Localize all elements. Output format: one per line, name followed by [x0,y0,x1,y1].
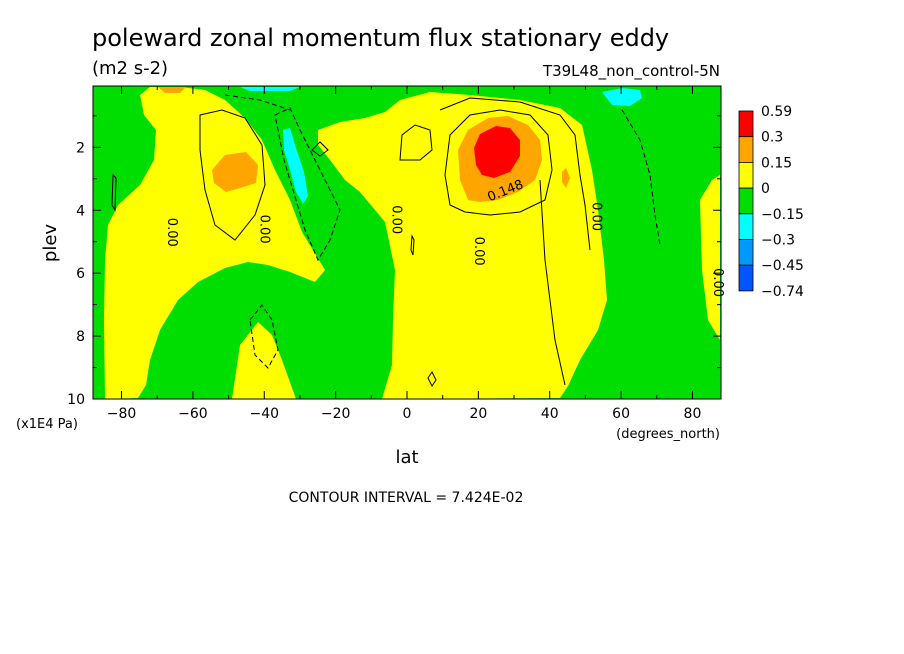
x-tick-label: 20 [469,406,487,422]
legend-swatch [738,239,754,266]
contour-line-negative [274,107,341,262]
x-tick-label: −60 [178,406,208,422]
positive-island-low [232,322,296,399]
orange-speck-nh [562,168,570,188]
run-label: T39L48_non_control-5N [542,62,720,81]
y-tick-label: 4 [76,203,85,219]
chart-units: (m2 s-2) [92,58,168,79]
contour-line [427,371,437,387]
color-legend: 0.59 0.3 0.15 0 −0.15 −0.3 −0.45 −0.74 [738,104,804,300]
contour-line-negative [224,94,291,111]
contour-label: 0.00 [389,205,404,234]
x-tick-label: −40 [249,406,279,422]
x-tick-label: 60 [612,406,630,422]
x-axis: −80 −60 −40 −20 0 20 40 60 80 [107,86,702,422]
legend-label: 0 [761,181,770,197]
legend-label: −0.3 [761,233,795,249]
contour-label: 0.00 [257,215,272,244]
contour-line [311,141,329,157]
orange-region-sh [212,152,258,192]
legend-label: −0.45 [761,258,804,274]
legend-swatch [738,136,754,163]
y-tick-label: 8 [76,329,85,345]
contour-line [111,173,117,212]
legend-swatch [738,264,754,292]
negative-region-sh [283,128,308,204]
y-axis: 2 4 6 8 10 [67,115,721,408]
negative-strip-top [240,87,300,91]
contour-lines [111,97,591,387]
positive-region-nh-edge [700,175,720,340]
contour-line [444,109,553,216]
y-tick-label: 2 [76,140,85,156]
y-axis-label: plev [40,224,61,263]
x-tick-label: −80 [107,406,137,422]
contour-label: 0.00 [164,218,179,247]
legend-swatch [738,187,754,215]
legend-swatch [738,213,754,240]
contour-label: 0.00 [589,202,604,231]
x-tick-label: −20 [321,406,351,422]
x-axis-label: lat [395,447,418,468]
y-tick-label: 6 [76,266,85,282]
contour-label: 0.00 [710,268,725,297]
contour-line [539,179,566,386]
contour-label: 0.00 [471,237,486,266]
legend-label: −0.15 [761,207,804,223]
legend-swatch [738,161,754,189]
contour-line [399,124,433,161]
x-tick-label: 40 [541,406,559,422]
negative-region-nh-top [602,88,642,106]
legend-label: 0.3 [761,130,783,146]
contour-line-negative [249,304,279,369]
contour-line-negative [621,109,661,246]
orange-strip-top [158,87,186,93]
contour-line [439,97,591,251]
x-tick-label: 80 [684,406,702,422]
y-axis-units: (x1E4 Pa) [16,417,78,432]
contour-line [410,234,415,256]
x-axis-units: (degrees_north) [616,427,720,442]
legend-swatch [738,110,754,138]
contour-interval-note: CONTOUR INTERVAL = 7.424E-02 [289,490,524,506]
legend-label: −0.74 [761,284,804,300]
chart-title: poleward zonal momentum flux stationary … [92,24,669,52]
contour-line [199,109,266,241]
legend-label: 0.15 [761,155,792,171]
legend-label: 0.59 [761,104,792,120]
positive-region-sh [104,87,325,399]
y-tick-label: 10 [67,392,85,408]
red-region-nh [474,126,520,178]
contour-fill-regions [104,87,720,399]
x-tick-label: 0 [403,406,412,422]
negative-contour-lines [224,94,661,369]
